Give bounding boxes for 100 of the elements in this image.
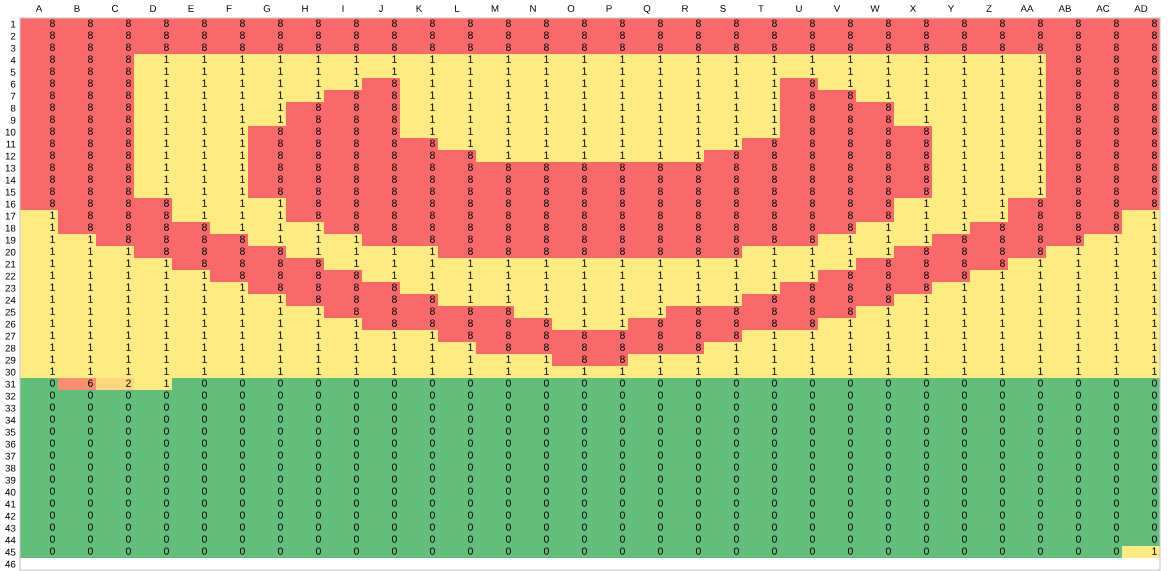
data-label: 8: [430, 43, 435, 51]
data-label: 8: [886, 151, 891, 159]
data-label: 8: [848, 163, 853, 171]
data-label: 8: [126, 127, 131, 135]
data-label: 1: [886, 343, 891, 351]
data-label: 8: [582, 235, 587, 243]
data-label: 1: [658, 79, 663, 87]
data-label: 1: [164, 163, 169, 171]
data-label: 0: [581, 487, 587, 495]
data-label: 1: [1152, 355, 1157, 363]
data-label: 1: [696, 55, 701, 63]
data-label: 8: [506, 31, 511, 39]
data-label: 0: [847, 403, 853, 411]
data-label: 8: [88, 151, 93, 159]
data-label: 0: [1037, 451, 1043, 459]
data-label: 0: [771, 463, 777, 471]
data-label: 0: [49, 439, 55, 447]
data-label: 0: [657, 475, 663, 483]
data-label: 1: [962, 79, 967, 87]
data-label: 8: [848, 211, 853, 219]
data-label: 1: [772, 103, 777, 111]
data-label: 8: [1038, 19, 1043, 27]
data-label: 8: [126, 79, 131, 87]
data-label: 0: [467, 499, 473, 507]
data-label: 1: [544, 115, 549, 123]
data-label: 8: [658, 235, 663, 243]
data-label: 1: [658, 139, 663, 147]
data-label: 0: [809, 475, 815, 483]
data-label: 8: [582, 199, 587, 207]
data-label: 0: [619, 523, 625, 531]
data-label: 0: [201, 403, 207, 411]
data-label: 1: [278, 367, 283, 375]
data-label: 1: [658, 151, 663, 159]
y-tick-label: 10: [5, 128, 16, 136]
data-label: 0: [277, 451, 283, 459]
data-label: 1: [1076, 307, 1081, 315]
data-label: 0: [429, 523, 435, 531]
x-tick-label: U: [796, 5, 802, 12]
data-label: 1: [316, 79, 321, 87]
data-label: 1: [164, 271, 169, 279]
y-tick-label: 20: [5, 248, 16, 256]
data-label: 0: [847, 463, 853, 471]
data-label: 8: [88, 31, 93, 39]
data-label: 0: [201, 379, 207, 387]
data-label: 8: [430, 187, 435, 195]
data-label: 8: [468, 175, 473, 183]
data-label: 8: [126, 235, 131, 243]
data-label: 0: [1151, 463, 1157, 471]
data-label: 1: [240, 199, 245, 207]
data-label: 8: [810, 319, 815, 327]
data-label: 1: [240, 151, 245, 159]
data-label: 0: [923, 499, 929, 507]
data-label: 0: [581, 475, 587, 483]
data-label: 8: [1114, 31, 1119, 39]
data-label: 1: [202, 115, 207, 123]
data-label: 8: [126, 199, 131, 207]
data-label: 1: [544, 67, 549, 75]
data-label: 0: [163, 403, 169, 411]
data-label: 1: [506, 55, 511, 63]
data-label: 1: [962, 367, 967, 375]
data-label: 8: [848, 295, 853, 303]
data-label: 8: [886, 31, 891, 39]
data-label: 0: [391, 379, 397, 387]
data-label: 0: [1037, 379, 1043, 387]
data-label: 1: [1038, 139, 1043, 147]
data-label: 1: [50, 235, 55, 243]
data-label: 1: [392, 55, 397, 63]
data-label: 8: [1000, 31, 1005, 39]
data-label: 1: [772, 271, 777, 279]
data-label: 1: [772, 331, 777, 339]
data-label: 1: [734, 271, 739, 279]
data-label: 8: [126, 187, 131, 195]
data-label: 1: [468, 127, 473, 135]
data-label: 1: [392, 67, 397, 75]
data-label: 1: [886, 319, 891, 327]
data-label: 0: [923, 463, 929, 471]
data-label: 1: [278, 223, 283, 231]
data-label: 1: [202, 319, 207, 327]
data-label: 0: [999, 379, 1005, 387]
data-label: 1: [962, 211, 967, 219]
data-label: 1: [430, 103, 435, 111]
data-label: 8: [1152, 67, 1157, 75]
data-label: 1: [164, 139, 169, 147]
data-label: 8: [848, 31, 853, 39]
data-label: 0: [353, 547, 359, 555]
data-label: 8: [1114, 103, 1119, 111]
data-label: 1: [544, 103, 549, 111]
data-label: 0: [125, 535, 131, 543]
data-label: 1: [468, 67, 473, 75]
data-label: 1: [1114, 307, 1119, 315]
data-label: 0: [1075, 403, 1081, 411]
data-label: 0: [1075, 415, 1081, 423]
data-label: 1: [506, 295, 511, 303]
data-label: 0: [695, 415, 701, 423]
y-tick-label: 9: [10, 116, 16, 124]
data-label: 0: [847, 427, 853, 435]
data-label: 0: [87, 451, 93, 459]
data-label: 1: [1000, 115, 1005, 123]
x-tick-label: Z: [986, 5, 992, 12]
data-label: 1: [50, 343, 55, 351]
